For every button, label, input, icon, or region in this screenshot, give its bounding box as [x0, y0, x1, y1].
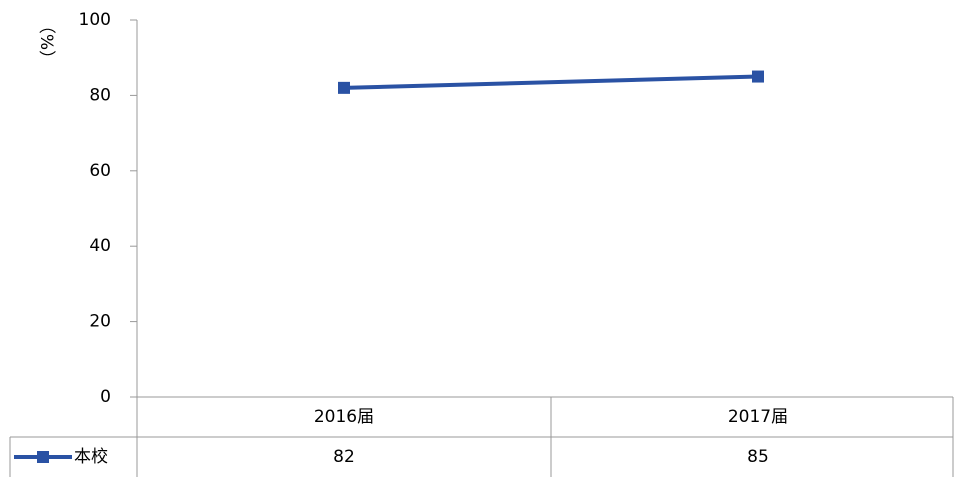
legend-marker: [37, 451, 49, 463]
y-tick-label: 60: [89, 161, 111, 181]
y-tick-label: 20: [89, 312, 111, 332]
y-tick-label: 100: [79, 10, 111, 30]
table-value: 85: [747, 447, 769, 467]
series-line: [343, 74, 759, 90]
y-axis-label: （%）: [36, 17, 56, 67]
table-value: 82: [333, 447, 355, 467]
legend-label: 本校: [74, 447, 108, 467]
y-tick-label: 40: [89, 236, 111, 256]
y-tick-label: 80: [89, 85, 111, 105]
marker: [338, 81, 350, 94]
x-tick-label: 2016届: [314, 407, 374, 427]
x-tick-label: 2017届: [728, 407, 788, 427]
marker: [752, 70, 764, 83]
y-tick-label: 0: [100, 387, 111, 407]
